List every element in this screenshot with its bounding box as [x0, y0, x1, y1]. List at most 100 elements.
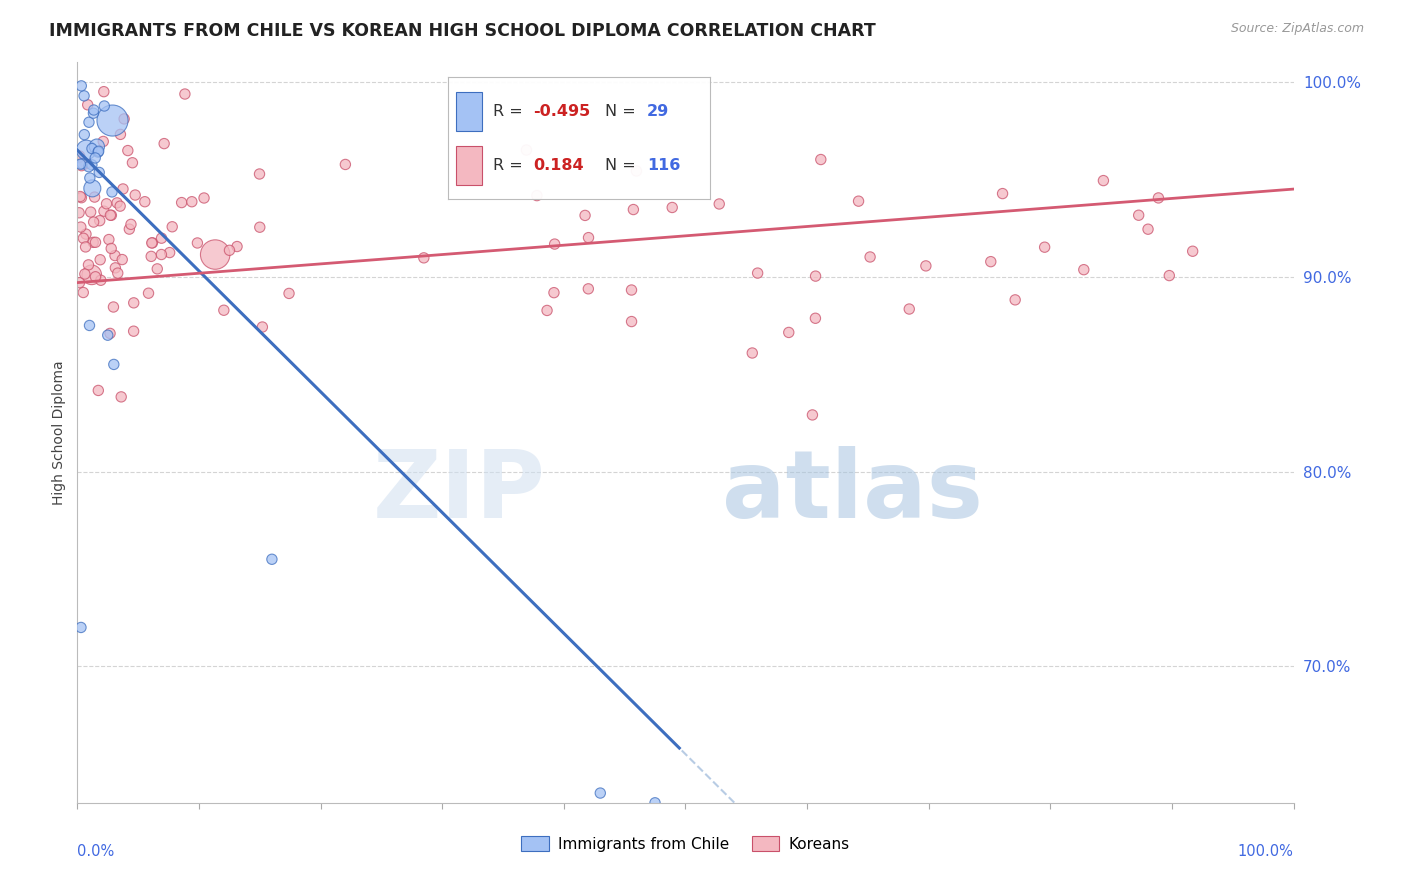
Point — [87, 384, 110, 398]
Point — [204, 247, 226, 261]
Point — [93, 99, 115, 113]
Point — [104, 260, 127, 275]
Point — [101, 185, 124, 199]
Point — [218, 244, 240, 258]
Point — [80, 268, 103, 282]
Y-axis label: High School Diploma: High School Diploma — [52, 360, 66, 505]
Point — [80, 142, 103, 156]
Point — [97, 233, 120, 247]
Point — [89, 213, 111, 227]
Point — [75, 227, 97, 241]
Point — [73, 267, 96, 281]
Point — [82, 106, 104, 120]
Point — [1092, 173, 1115, 187]
Point — [709, 197, 731, 211]
Text: 0.0%: 0.0% — [77, 844, 114, 858]
Point — [79, 318, 101, 333]
Point — [69, 157, 91, 171]
Point — [249, 167, 271, 181]
Point — [226, 239, 249, 253]
Point — [67, 151, 90, 165]
Point — [859, 250, 882, 264]
Point — [79, 205, 101, 219]
Point — [77, 115, 100, 129]
Point — [252, 320, 274, 334]
Point — [1181, 244, 1204, 259]
Point — [170, 195, 193, 210]
Point — [111, 252, 134, 267]
Point — [620, 283, 643, 297]
Point — [526, 188, 548, 202]
Point — [83, 215, 105, 229]
Point — [810, 153, 832, 167]
Point — [101, 113, 124, 128]
Point — [1073, 262, 1095, 277]
Point — [83, 190, 105, 204]
Point — [82, 181, 104, 195]
Point — [87, 145, 110, 159]
Point — [1128, 208, 1150, 222]
Point — [77, 160, 100, 174]
Point — [661, 201, 683, 215]
Point — [543, 285, 565, 300]
Point — [747, 266, 769, 280]
Point — [848, 194, 870, 209]
Point — [174, 87, 197, 101]
Point — [97, 328, 120, 343]
Point — [620, 314, 643, 328]
Point — [84, 151, 107, 165]
Point — [121, 155, 143, 169]
Point — [72, 231, 94, 245]
Point — [70, 159, 93, 173]
Point — [122, 296, 145, 310]
Point — [104, 249, 127, 263]
Point — [543, 237, 565, 252]
Point — [73, 128, 96, 142]
Point — [146, 261, 169, 276]
Point — [1004, 293, 1026, 307]
Point — [578, 230, 600, 244]
Point — [79, 171, 101, 186]
Point — [138, 286, 160, 301]
Legend: Immigrants from Chile, Koreans: Immigrants from Chile, Koreans — [515, 830, 856, 858]
Point — [98, 326, 121, 341]
Point — [160, 219, 183, 234]
Point — [249, 220, 271, 235]
Point — [111, 182, 134, 196]
Point — [898, 301, 921, 316]
Point — [260, 552, 283, 566]
Point — [117, 144, 139, 158]
Text: atlas: atlas — [721, 446, 983, 538]
Point — [84, 235, 107, 250]
Point — [75, 240, 97, 254]
Point — [76, 98, 98, 112]
Point — [96, 196, 118, 211]
Point — [515, 143, 537, 157]
Point — [150, 231, 173, 245]
Point — [1147, 191, 1170, 205]
Point — [1033, 240, 1056, 254]
Point — [141, 249, 163, 263]
Text: IMMIGRANTS FROM CHILE VS KOREAN HIGH SCHOOL DIPLOMA CORRELATION CHART: IMMIGRANTS FROM CHILE VS KOREAN HIGH SCH… — [49, 22, 876, 40]
Point — [141, 235, 163, 250]
Point — [83, 103, 105, 117]
Point — [159, 245, 181, 260]
Point — [801, 408, 824, 422]
Point — [103, 300, 125, 314]
Point — [644, 796, 666, 810]
Point — [180, 194, 202, 209]
Point — [70, 78, 93, 93]
Point — [212, 303, 235, 318]
Point — [335, 157, 357, 171]
Point — [75, 157, 97, 171]
Point — [91, 135, 114, 149]
Point — [574, 208, 596, 222]
Point — [107, 266, 129, 280]
Point — [77, 258, 100, 272]
Point — [105, 195, 128, 210]
Point — [93, 204, 115, 219]
Point — [87, 145, 110, 160]
Point — [278, 286, 301, 301]
Point — [69, 189, 91, 203]
Point — [108, 199, 131, 213]
